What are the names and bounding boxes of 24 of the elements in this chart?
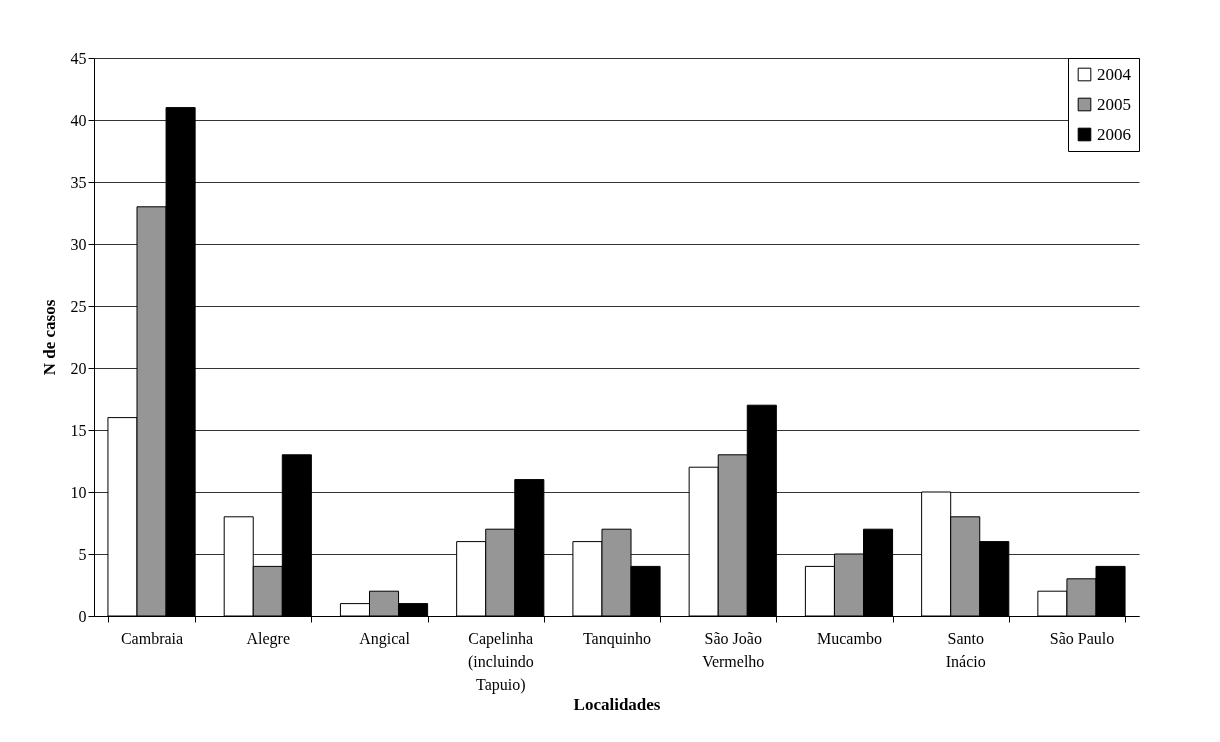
y-axis-title: N de casos — [39, 299, 59, 376]
y-tick-label: 30 — [70, 235, 87, 253]
legend-label: 2005 — [1097, 94, 1131, 114]
legend-label: 2006 — [1097, 124, 1131, 144]
y-tick-label: 15 — [70, 421, 87, 439]
x-axis-title: Localidades — [573, 694, 661, 714]
x-tick-label: São João Vermelho — [702, 629, 765, 670]
x-tick-label: Mucambo — [817, 629, 882, 647]
y-tick-label: 20 — [70, 359, 87, 377]
y-tick-label: 25 — [70, 297, 87, 315]
y-tick-label: 45 — [70, 49, 87, 67]
legend-label: 2004 — [1097, 64, 1132, 84]
x-tick-label: Angical — [359, 629, 411, 648]
x-tick-label: Capelinha (incluindo Tapuio) — [467, 629, 534, 694]
x-tick-label: Cambraia — [120, 629, 184, 647]
y-tick-label: 35 — [70, 173, 87, 191]
y-tick-label: 0 — [78, 607, 87, 625]
y-tick-label: 5 — [78, 545, 87, 563]
y-tick-label: 40 — [70, 111, 87, 129]
x-tick-label: São Paulo — [1049, 629, 1115, 647]
y-tick-label: 10 — [70, 483, 87, 501]
x-tick-label: Alegre — [246, 629, 291, 648]
x-tick-label: Tanquinho — [582, 629, 652, 648]
x-tick-label: Santo Inácio — [945, 629, 986, 670]
